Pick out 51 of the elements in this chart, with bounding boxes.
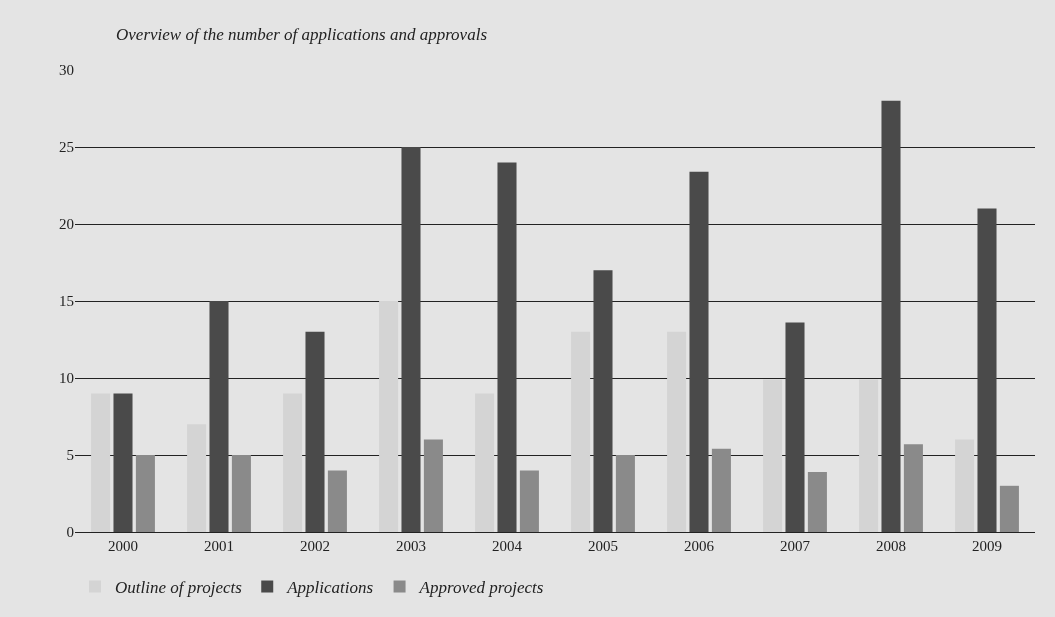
y-tick-label: 0: [66, 524, 74, 541]
x-tick-label: 2002: [300, 538, 330, 554]
bar: [807, 471, 827, 532]
bar: [209, 301, 229, 532]
bar: [113, 393, 133, 532]
x-tick-label: 2004: [492, 538, 523, 554]
bar: [711, 448, 731, 532]
bar: [135, 455, 155, 532]
bar: [881, 100, 901, 532]
x-tick-label: 2007: [780, 538, 811, 554]
x-tick-label: 2009: [972, 538, 1002, 554]
bar: [593, 270, 613, 532]
x-tick-label: 2001: [204, 538, 234, 554]
bar: [903, 444, 923, 532]
bar: [999, 485, 1019, 532]
bar: [667, 331, 687, 532]
x-tick-label: 2006: [684, 538, 715, 554]
bar: [497, 162, 517, 532]
y-tick-label: 5: [66, 447, 74, 464]
y-tick-label: 25: [59, 139, 74, 156]
bar: [305, 331, 325, 532]
bar: [615, 455, 635, 532]
legend-label: Applications: [286, 578, 374, 598]
x-tick-label: 2003: [396, 538, 426, 554]
y-tick-label: 30: [59, 62, 74, 79]
bar: [475, 393, 495, 532]
bar: [91, 393, 111, 532]
x-tick-label: 2005: [588, 538, 618, 554]
bar: [859, 379, 879, 532]
bar: [283, 393, 303, 532]
y-tick-label: 15: [59, 293, 74, 310]
y-tick-label: 10: [59, 370, 74, 387]
bar: [379, 301, 399, 532]
bar: [231, 455, 251, 532]
bar: [519, 470, 539, 532]
bar: [401, 147, 421, 532]
bar: [763, 379, 783, 532]
x-tick-label: 2000: [108, 538, 138, 554]
bar: [689, 171, 709, 532]
bar: [327, 470, 347, 532]
legend-label: Approved projects: [418, 578, 544, 598]
bar: [187, 424, 207, 532]
x-tick-label: 2008: [876, 538, 906, 554]
bar: [977, 208, 997, 532]
bar: [955, 439, 975, 532]
bar: [571, 331, 591, 532]
bar: [785, 322, 805, 532]
y-tick-label: 20: [59, 216, 74, 233]
legend-label: Outline of projects: [115, 578, 243, 598]
chart-title: Overview of the number of applications and approvals: [116, 24, 488, 44]
bar: [423, 439, 443, 532]
